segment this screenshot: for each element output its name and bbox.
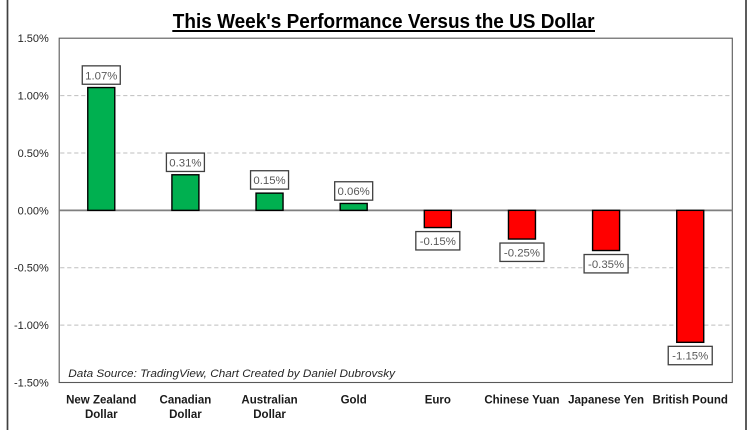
svg-text:1.50%: 1.50% [18,33,49,45]
svg-text:Data Source: TradingView, Char: Data Source: TradingView, Chart Created … [68,368,396,380]
svg-text:Canadian: Canadian [160,395,212,407]
svg-text:Australian: Australian [241,395,297,407]
svg-text:-1.15%: -1.15% [672,351,708,363]
svg-text:0.06%: 0.06% [338,186,370,198]
svg-text:1.00%: 1.00% [18,91,49,103]
svg-text:Chinese Yuan: Chinese Yuan [484,395,559,407]
svg-text:0.15%: 0.15% [253,175,285,187]
svg-text:Euro: Euro [425,395,451,407]
svg-text:Dollar: Dollar [85,409,118,421]
svg-text:-0.35%: -0.35% [588,259,624,271]
svg-text:This Week's Performance Versus: This Week's Performance Versus the US Do… [173,11,595,33]
svg-text:British Pound: British Pound [653,395,728,407]
svg-text:-0.25%: -0.25% [504,247,540,259]
svg-text:-1.50%: -1.50% [14,378,49,390]
svg-text:0.50%: 0.50% [18,148,49,160]
svg-text:Japanese Yen: Japanese Yen [568,395,644,407]
svg-text:-0.15%: -0.15% [420,236,456,248]
svg-text:Dollar: Dollar [169,409,202,421]
svg-text:0.31%: 0.31% [169,157,201,169]
svg-text:1.07%: 1.07% [85,70,117,82]
svg-text:Gold: Gold [341,395,367,407]
svg-text:0.00%: 0.00% [18,205,49,217]
svg-text:New Zealand: New Zealand [66,395,136,407]
svg-text:Dollar: Dollar [253,409,286,421]
svg-text:-1.00%: -1.00% [14,320,49,332]
svg-text:-0.50%: -0.50% [14,263,49,275]
